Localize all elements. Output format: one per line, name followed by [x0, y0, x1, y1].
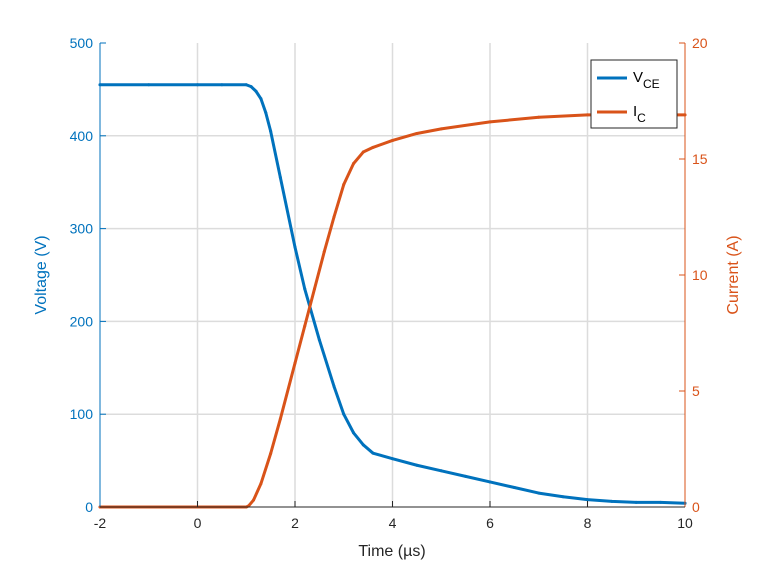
- data-point-voltage: [249, 85, 253, 89]
- data-point-voltage: [342, 412, 346, 416]
- data-point-current: [269, 452, 273, 456]
- data-point-voltage: [303, 287, 307, 291]
- data-point-current: [322, 250, 326, 254]
- y-right-tick-label: 10: [692, 267, 708, 283]
- axes: [99, 42, 686, 508]
- legend-current-main: I: [633, 103, 637, 120]
- data-point-current: [415, 131, 419, 135]
- y-right-tick-label: 15: [692, 151, 708, 167]
- data-point-voltage: [415, 463, 419, 467]
- data-point-voltage: [293, 245, 297, 249]
- data-point-voltage: [561, 495, 565, 499]
- data-point-current: [488, 120, 492, 124]
- data-point-current: [252, 498, 256, 502]
- data-point-voltage: [278, 176, 282, 180]
- data-point-voltage: [259, 97, 263, 101]
- x-tick-label: 0: [194, 515, 202, 531]
- data-point-voltage: [244, 83, 248, 87]
- data-point-voltage: [317, 338, 321, 342]
- y-right-tick-label: 0: [692, 499, 700, 515]
- data-point-current: [586, 113, 589, 117]
- data-point-voltage: [512, 486, 516, 490]
- data-point-current: [332, 215, 336, 219]
- y-right-tick-label: 20: [692, 35, 708, 51]
- x-tick-label: -2: [94, 515, 107, 531]
- data-point-current: [352, 162, 355, 166]
- data-point-voltage: [196, 83, 199, 87]
- y-right-tick-label: 5: [692, 383, 700, 399]
- data-point-voltage: [634, 500, 638, 504]
- data-point-current: [361, 150, 365, 154]
- data-point-voltage: [254, 89, 258, 93]
- grid-lines: [100, 43, 685, 507]
- data-point-voltage: [269, 129, 273, 133]
- data-point-voltage: [610, 499, 614, 503]
- legend-box: [590, 59, 678, 129]
- data-point-voltage: [220, 83, 224, 87]
- data-point-current: [371, 145, 375, 149]
- legend-voltage-main: V: [633, 69, 643, 86]
- legend: VCE IC: [590, 59, 678, 129]
- data-point-voltage: [659, 500, 663, 504]
- data-point-current: [303, 324, 307, 328]
- data-point-current: [391, 138, 394, 142]
- data-point-voltage: [586, 498, 589, 502]
- data-point-voltage: [264, 111, 268, 115]
- data-point-current: [313, 287, 316, 291]
- legend-current-sub: C: [637, 111, 646, 125]
- data-point-current: [537, 115, 541, 119]
- x-tick-label: 4: [389, 515, 397, 531]
- legend-voltage-sub: CE: [643, 77, 660, 91]
- data-point-voltage: [488, 480, 492, 484]
- y-right-axis-title: Current (A): [725, 235, 742, 314]
- legend-label-current: IC: [633, 103, 646, 125]
- data-point-voltage: [352, 431, 355, 435]
- x-tick-label: 2: [291, 515, 299, 531]
- data-point-current: [293, 361, 297, 365]
- data-point-voltage: [537, 491, 541, 495]
- x-axis-title: Time (µs): [358, 543, 425, 560]
- x-tick-label: 6: [486, 515, 494, 531]
- data-point-current: [278, 417, 282, 421]
- y-left-tick-label: 500: [70, 35, 94, 51]
- data-point-voltage: [147, 83, 151, 87]
- data-point-voltage: [371, 451, 375, 455]
- legend-label-voltage: VCE: [633, 69, 660, 91]
- y-left-tick-label: 200: [70, 313, 94, 329]
- data-point-voltage: [391, 457, 394, 461]
- data-point-voltage: [332, 384, 336, 388]
- data-point-voltage: [361, 443, 365, 447]
- y-left-tick-label: 100: [70, 406, 94, 422]
- data-point-current: [259, 482, 263, 486]
- y-left-tick-label: 300: [70, 221, 94, 237]
- y-left-tick-label: 400: [70, 128, 94, 144]
- x-tick-label: 8: [584, 515, 592, 531]
- x-tick-label: 10: [677, 515, 693, 531]
- data-point-current: [342, 183, 346, 187]
- data-point-voltage: [464, 474, 468, 478]
- data-point-voltage: [439, 469, 443, 473]
- y-left-tick-label: 0: [85, 499, 93, 515]
- y-left-axis-title: Voltage (V): [33, 235, 50, 314]
- data-point-current: [439, 127, 443, 131]
